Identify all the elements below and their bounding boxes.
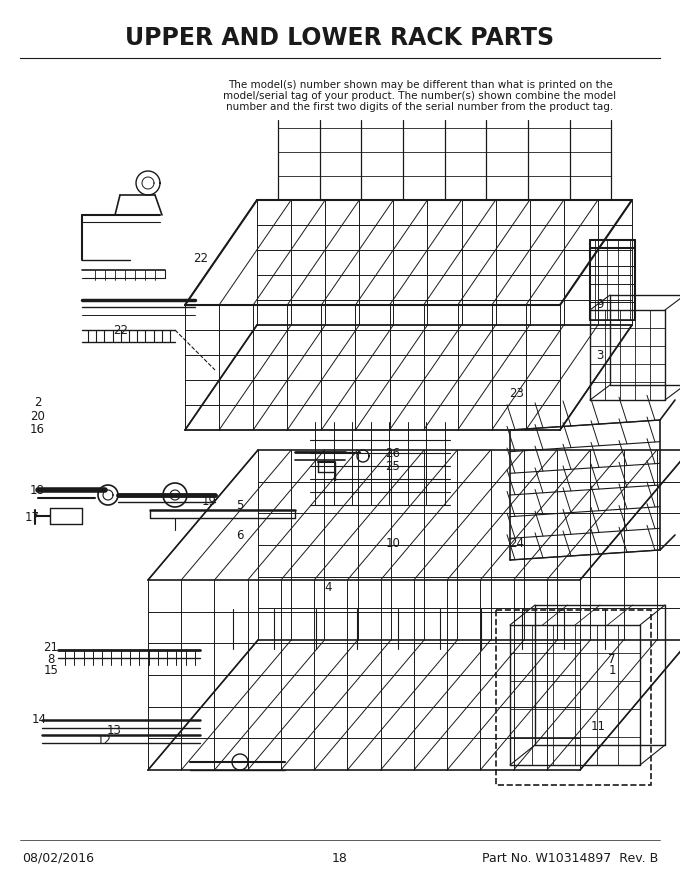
Text: UPPER AND LOWER RACK PARTS: UPPER AND LOWER RACK PARTS: [125, 26, 555, 50]
Text: 4: 4: [324, 582, 333, 594]
Text: 17: 17: [24, 511, 39, 524]
Text: 9: 9: [596, 298, 604, 311]
Text: 22: 22: [193, 253, 208, 265]
Text: 12: 12: [97, 735, 112, 747]
Text: 21: 21: [44, 642, 58, 654]
Text: 08/02/2016: 08/02/2016: [22, 852, 94, 864]
Text: 2: 2: [33, 396, 41, 408]
Text: 18: 18: [332, 852, 348, 864]
Text: 7: 7: [608, 653, 616, 665]
Text: 1: 1: [608, 664, 616, 677]
Text: 3: 3: [596, 349, 603, 362]
Text: 5: 5: [237, 500, 243, 512]
Text: 18: 18: [30, 484, 45, 496]
Text: model/serial tag of your product. The number(s) shown combine the model: model/serial tag of your product. The nu…: [224, 91, 617, 101]
Text: 19: 19: [202, 495, 217, 508]
Text: 20: 20: [30, 410, 45, 422]
Text: 10: 10: [386, 538, 401, 550]
Text: Part No. W10314897  Rev. B: Part No. W10314897 Rev. B: [481, 852, 658, 864]
Text: 6: 6: [236, 530, 244, 542]
Text: number and the first two digits of the serial number from the product tag.: number and the first two digits of the s…: [226, 102, 613, 112]
Bar: [496, 610, 651, 785]
Text: 14: 14: [32, 714, 47, 726]
Text: The model(s) number shown may be different than what is printed on the: The model(s) number shown may be differe…: [228, 80, 613, 90]
Text: 11: 11: [591, 720, 606, 732]
Text: 22: 22: [114, 324, 129, 336]
Text: 23: 23: [509, 387, 524, 400]
Text: 15: 15: [44, 664, 58, 677]
Text: 13: 13: [107, 724, 122, 737]
Text: 26: 26: [386, 447, 401, 459]
Text: 25: 25: [386, 460, 401, 473]
Text: 24: 24: [509, 538, 524, 550]
Text: 8: 8: [48, 653, 54, 665]
Text: 16: 16: [30, 423, 45, 436]
